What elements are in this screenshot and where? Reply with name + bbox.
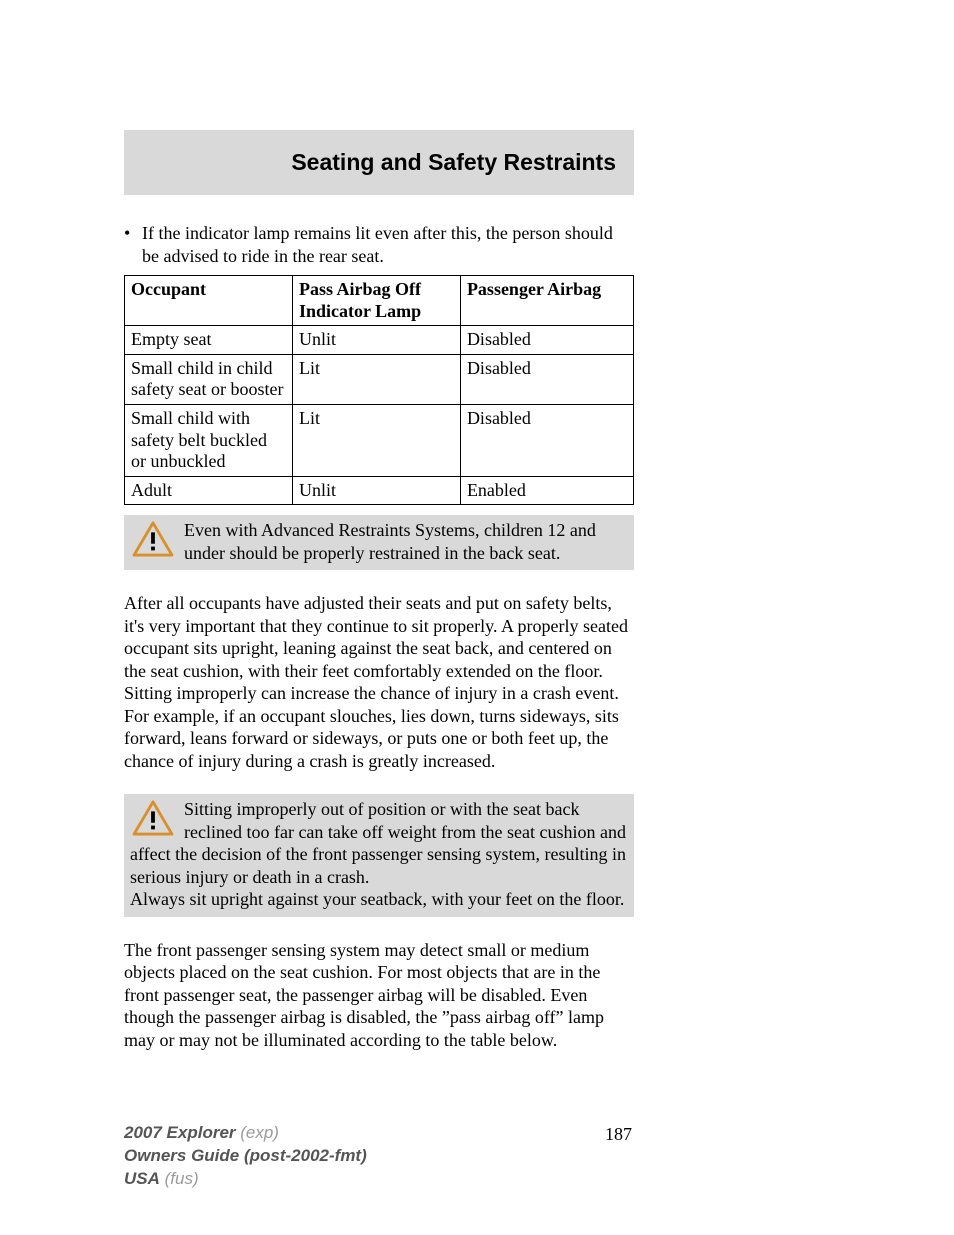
warning-box: Even with Advanced Restraints Systems, c… bbox=[124, 515, 634, 570]
section-title: Seating and Safety Restraints bbox=[291, 149, 616, 176]
table-cell: Small child in child safety seat or boos… bbox=[125, 354, 293, 404]
body-paragraph: The front passenger sensing system may d… bbox=[124, 939, 634, 1052]
warning-text: Sitting improperly out of position or wi… bbox=[130, 799, 626, 887]
table-row: Small child in child safety seat or boos… bbox=[125, 354, 634, 404]
page-content: • If the indicator lamp remains lit even… bbox=[124, 222, 634, 1073]
table-cell: Lit bbox=[292, 404, 460, 476]
table-cell: Adult bbox=[125, 476, 293, 505]
table-cell: Disabled bbox=[460, 404, 633, 476]
airbag-status-table: Occupant Pass Airbag Off Indicator Lamp … bbox=[124, 275, 634, 505]
table-cell: Unlit bbox=[292, 476, 460, 505]
table-cell: Unlit bbox=[292, 326, 460, 355]
warning-text: Even with Advanced Restraints Systems, c… bbox=[184, 520, 596, 563]
table-header-cell: Pass Airbag Off Indicator Lamp bbox=[292, 276, 460, 326]
footer-code: (exp) bbox=[236, 1123, 279, 1142]
table-cell: Disabled bbox=[460, 354, 633, 404]
table-header-cell: Occupant bbox=[125, 276, 293, 326]
warning-icon bbox=[132, 521, 174, 557]
table-header-row: Occupant Pass Airbag Off Indicator Lamp … bbox=[125, 276, 634, 326]
table-row: Adult Unlit Enabled bbox=[125, 476, 634, 505]
section-header-band: Seating and Safety Restraints bbox=[124, 130, 634, 195]
page-number: 187 bbox=[605, 1124, 632, 1145]
table-header-cell: Passenger Airbag bbox=[460, 276, 633, 326]
footer-block: 2007 Explorer (exp) Owners Guide (post-2… bbox=[124, 1122, 367, 1191]
table-row: Empty seat Unlit Disabled bbox=[125, 326, 634, 355]
footer-line: 2007 Explorer (exp) bbox=[124, 1122, 367, 1145]
bullet-text: If the indicator lamp remains lit even a… bbox=[142, 223, 613, 266]
table-row: Small child with safety belt buckled or … bbox=[125, 404, 634, 476]
table-cell: Disabled bbox=[460, 326, 633, 355]
bullet-marker: • bbox=[124, 222, 142, 245]
table-cell: Empty seat bbox=[125, 326, 293, 355]
table-cell: Enabled bbox=[460, 476, 633, 505]
warning-box: Sitting improperly out of position or wi… bbox=[124, 794, 634, 917]
body-paragraph: After all occupants have adjusted their … bbox=[124, 592, 634, 772]
footer-guide: Owners Guide (post-2002-fmt) bbox=[124, 1146, 367, 1165]
footer-region: USA bbox=[124, 1169, 160, 1188]
warning-text-line2: Always sit upright against your seatback… bbox=[130, 889, 624, 909]
table-cell: Small child with safety belt buckled or … bbox=[125, 404, 293, 476]
bullet-paragraph: • If the indicator lamp remains lit even… bbox=[124, 222, 634, 267]
table-cell: Lit bbox=[292, 354, 460, 404]
footer-code: (fus) bbox=[160, 1169, 199, 1188]
warning-icon bbox=[132, 800, 174, 836]
footer-line: USA (fus) bbox=[124, 1168, 367, 1191]
footer-line: Owners Guide (post-2002-fmt) bbox=[124, 1145, 367, 1168]
footer-vehicle: 2007 Explorer bbox=[124, 1123, 236, 1142]
